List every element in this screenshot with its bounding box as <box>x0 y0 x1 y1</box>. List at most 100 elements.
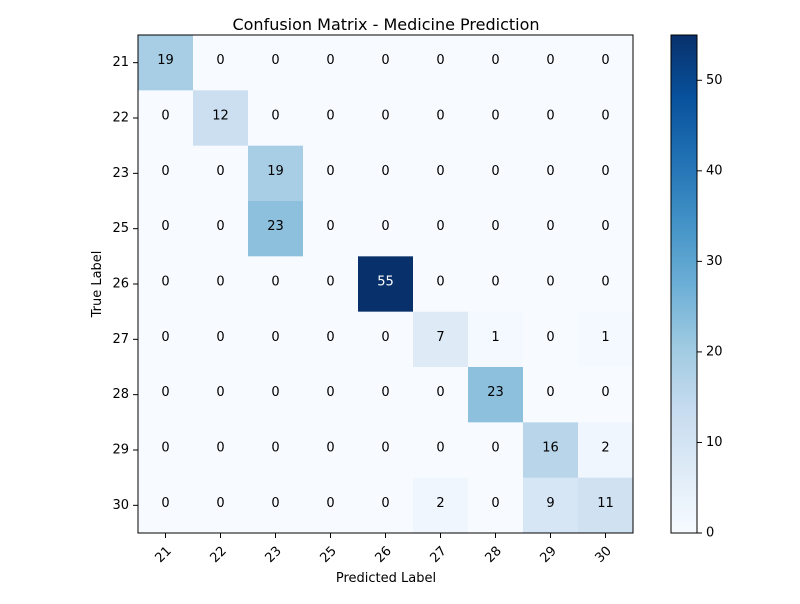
heatmap-cell <box>413 256 469 313</box>
cell-value-label: 0 <box>546 385 554 400</box>
x-tick-label: 22 <box>207 544 229 566</box>
cell-value-label: 0 <box>381 53 389 68</box>
cell-value-label: 0 <box>271 109 279 124</box>
cell-value-label: 0 <box>381 330 389 345</box>
cell-value-label: 0 <box>161 496 169 511</box>
cell-value-label: 1 <box>601 330 609 345</box>
cell-value-label: 0 <box>326 219 334 234</box>
cell-value-label: 0 <box>436 441 444 456</box>
cell-value-label: 0 <box>381 219 389 234</box>
cell-value-label: 0 <box>491 164 499 179</box>
y-tick-label: 28 <box>112 387 129 402</box>
cell-value-label: 0 <box>491 53 499 68</box>
y-tick-label: 21 <box>112 55 129 70</box>
cell-value-label: 0 <box>601 109 609 124</box>
heatmap-cell <box>303 90 359 147</box>
heatmap-cell <box>358 311 414 368</box>
heatmap-cell <box>468 201 524 257</box>
heatmap-cell <box>248 90 304 147</box>
heatmap-cell <box>138 311 194 368</box>
x-tick-label: 21 <box>152 544 174 566</box>
cell-value-label: 2 <box>436 496 444 511</box>
heatmap-cell <box>193 201 249 257</box>
cell-value-label: 0 <box>326 275 334 290</box>
x-tick-label: 27 <box>427 544 449 566</box>
heatmap-cell <box>523 35 579 91</box>
heatmap-cell <box>468 311 524 368</box>
colorbar-tick-label: 10 <box>706 435 723 450</box>
cell-value-label: 0 <box>326 53 334 68</box>
heatmap-cell <box>413 477 469 534</box>
cell-value-label: 55 <box>377 275 394 290</box>
heatmap-cell <box>303 311 359 368</box>
heatmap-cell <box>248 311 304 368</box>
cell-value-label: 0 <box>216 275 224 290</box>
cell-value-label: 0 <box>381 164 389 179</box>
heatmap-cell <box>358 35 414 91</box>
cell-value-label: 0 <box>601 53 609 68</box>
y-tick-label: 25 <box>112 221 129 236</box>
heatmap-cell <box>523 145 579 202</box>
cell-value-label: 1 <box>491 330 499 345</box>
heatmap-cell <box>303 367 359 423</box>
heatmap-cell <box>193 477 249 534</box>
y-axis: 21 22 23 25 26 27 28 29 30 <box>112 55 138 513</box>
heatmap-cell <box>193 422 249 479</box>
y-tick-label: 23 <box>112 166 129 181</box>
heatmap-cell <box>138 256 194 313</box>
cell-value-label: 11 <box>597 496 614 511</box>
heatmap-cell <box>413 90 469 147</box>
cell-value-label: 0 <box>436 275 444 290</box>
cell-value-label: 0 <box>546 53 554 68</box>
cell-value-label: 0 <box>326 441 334 456</box>
heatmap-cell <box>578 90 634 147</box>
cell-value-label: 9 <box>546 496 554 511</box>
heatmap-cell <box>358 477 414 534</box>
heatmap-cell <box>138 90 194 147</box>
cell-value-label: 0 <box>216 385 224 400</box>
cell-value-label: 0 <box>436 109 444 124</box>
heatmap-cell <box>193 35 249 91</box>
heatmap-cell <box>468 90 524 147</box>
cell-value-label: 0 <box>381 109 389 124</box>
cell-value-label: 0 <box>271 330 279 345</box>
cell-value-label: 0 <box>491 219 499 234</box>
cell-value-label: 0 <box>601 385 609 400</box>
x-tick-label: 28 <box>482 544 504 566</box>
heatmap-cell <box>413 145 469 202</box>
heatmap-cell <box>523 256 579 313</box>
y-tick-label: 26 <box>112 277 129 292</box>
heatmap-cell <box>523 311 579 368</box>
heatmap-cells <box>138 35 634 534</box>
cell-value-label: 0 <box>271 385 279 400</box>
heatmap-cell <box>248 422 304 479</box>
cell-value-label: 2 <box>601 441 609 456</box>
heatmap-cell <box>468 422 524 479</box>
heatmap-cell <box>303 145 359 202</box>
heatmap-cell <box>138 201 194 257</box>
heatmap-cell <box>138 477 194 534</box>
colorbar-ticks: 0 10 20 30 40 50 <box>697 73 723 541</box>
heatmap-cell <box>193 256 249 313</box>
heatmap-cell <box>248 35 304 91</box>
heatmap-cell <box>413 422 469 479</box>
cell-value-label: 0 <box>381 496 389 511</box>
colorbar <box>670 34 698 534</box>
cell-value-label: 23 <box>267 219 284 234</box>
y-tick-label: 22 <box>112 111 129 126</box>
heatmap-cell <box>578 201 634 257</box>
cell-value-label: 19 <box>157 53 174 68</box>
heatmap-cell <box>413 35 469 91</box>
cell-value-label: 0 <box>161 330 169 345</box>
heatmap-cell <box>523 367 579 423</box>
y-axis-label: True Label <box>90 251 105 319</box>
heatmap-cell <box>248 145 304 202</box>
heatmap-cell <box>138 35 194 91</box>
cell-value-label: 0 <box>491 441 499 456</box>
heatmap-cell <box>303 422 359 479</box>
cell-value-label: 0 <box>546 219 554 234</box>
colorbar-tick-label: 50 <box>706 73 723 88</box>
cell-value-label: 0 <box>546 164 554 179</box>
